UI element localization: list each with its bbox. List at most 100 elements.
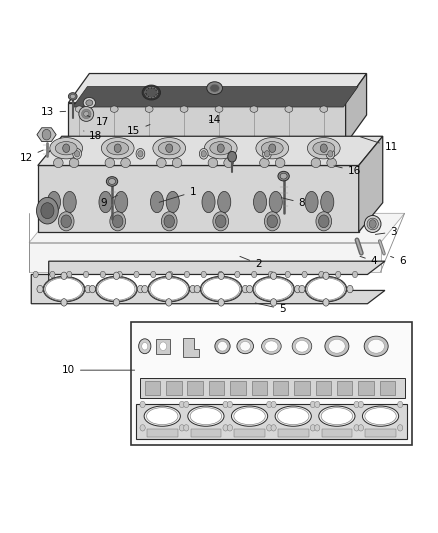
Circle shape xyxy=(63,144,70,152)
Bar xyxy=(251,381,267,395)
Circle shape xyxy=(323,298,329,306)
Circle shape xyxy=(235,271,240,278)
Circle shape xyxy=(299,285,305,293)
Circle shape xyxy=(251,271,257,278)
Ellipse shape xyxy=(145,87,158,98)
Ellipse shape xyxy=(148,276,190,302)
Ellipse shape xyxy=(261,338,281,354)
Ellipse shape xyxy=(81,109,91,119)
Circle shape xyxy=(358,401,364,408)
Circle shape xyxy=(42,130,51,140)
Text: 12: 12 xyxy=(19,150,43,163)
Ellipse shape xyxy=(145,106,153,112)
Ellipse shape xyxy=(280,173,287,179)
Ellipse shape xyxy=(180,106,188,112)
Ellipse shape xyxy=(285,106,293,112)
Circle shape xyxy=(221,146,226,152)
Ellipse shape xyxy=(364,215,381,232)
Ellipse shape xyxy=(150,191,163,213)
Circle shape xyxy=(166,144,173,152)
Circle shape xyxy=(110,212,126,231)
Circle shape xyxy=(310,401,315,408)
Circle shape xyxy=(83,146,88,152)
Circle shape xyxy=(100,271,106,278)
Text: 4: 4 xyxy=(360,256,377,266)
Ellipse shape xyxy=(99,191,112,213)
Circle shape xyxy=(175,146,180,152)
Circle shape xyxy=(267,215,278,228)
Circle shape xyxy=(353,271,357,278)
Circle shape xyxy=(314,425,320,431)
Ellipse shape xyxy=(68,93,77,100)
Circle shape xyxy=(139,339,151,354)
Circle shape xyxy=(228,151,237,162)
Ellipse shape xyxy=(261,142,283,155)
Ellipse shape xyxy=(201,276,242,302)
Polygon shape xyxy=(346,74,367,144)
Circle shape xyxy=(61,215,71,228)
Ellipse shape xyxy=(121,158,131,167)
Circle shape xyxy=(227,401,233,408)
Bar xyxy=(209,381,224,395)
Polygon shape xyxy=(68,103,346,144)
Bar xyxy=(145,381,160,395)
Ellipse shape xyxy=(364,336,388,357)
Circle shape xyxy=(227,425,233,431)
Circle shape xyxy=(265,151,270,157)
Circle shape xyxy=(215,215,226,228)
Circle shape xyxy=(369,220,376,228)
Circle shape xyxy=(113,272,120,279)
Text: 17: 17 xyxy=(87,116,109,127)
Circle shape xyxy=(320,144,327,152)
Ellipse shape xyxy=(328,340,345,353)
Circle shape xyxy=(113,215,123,228)
Ellipse shape xyxy=(321,408,353,425)
Text: 15: 15 xyxy=(127,125,150,136)
Ellipse shape xyxy=(98,278,135,300)
Bar xyxy=(358,381,374,395)
Text: 13: 13 xyxy=(41,107,66,117)
Circle shape xyxy=(398,425,403,431)
Ellipse shape xyxy=(46,278,82,300)
Ellipse shape xyxy=(75,106,83,112)
Circle shape xyxy=(33,271,38,278)
Ellipse shape xyxy=(205,138,237,159)
Circle shape xyxy=(184,271,190,278)
Ellipse shape xyxy=(215,339,230,354)
Ellipse shape xyxy=(231,406,268,426)
Ellipse shape xyxy=(218,191,231,213)
Text: 16: 16 xyxy=(334,166,361,176)
Bar xyxy=(316,381,331,395)
Polygon shape xyxy=(200,144,216,151)
Circle shape xyxy=(223,425,228,431)
Ellipse shape xyxy=(307,138,340,159)
Ellipse shape xyxy=(295,341,308,352)
Ellipse shape xyxy=(319,406,355,426)
Circle shape xyxy=(89,285,95,293)
Circle shape xyxy=(318,215,329,228)
Ellipse shape xyxy=(150,278,187,300)
Circle shape xyxy=(74,151,80,157)
Bar xyxy=(147,429,177,437)
Circle shape xyxy=(166,298,172,306)
Ellipse shape xyxy=(269,191,283,213)
Polygon shape xyxy=(29,243,381,272)
Ellipse shape xyxy=(50,138,82,159)
Ellipse shape xyxy=(79,107,94,122)
Ellipse shape xyxy=(190,408,222,425)
Ellipse shape xyxy=(276,158,285,167)
Circle shape xyxy=(151,271,156,278)
Bar xyxy=(234,429,265,437)
Text: 10: 10 xyxy=(62,365,134,375)
Circle shape xyxy=(213,212,229,231)
Ellipse shape xyxy=(69,158,79,167)
Circle shape xyxy=(138,285,144,293)
Circle shape xyxy=(271,272,277,279)
Ellipse shape xyxy=(254,191,267,213)
Circle shape xyxy=(114,144,121,152)
Ellipse shape xyxy=(156,158,166,167)
Circle shape xyxy=(316,212,332,231)
Ellipse shape xyxy=(240,342,251,351)
Bar xyxy=(166,381,181,395)
Circle shape xyxy=(285,271,290,278)
